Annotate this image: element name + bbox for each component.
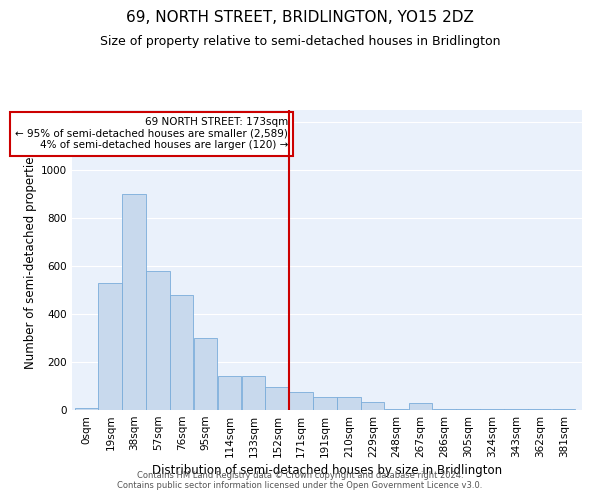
Text: Contains HM Land Registry data © Crown copyright and database right 2024.
Contai: Contains HM Land Registry data © Crown c… <box>118 470 482 490</box>
Bar <box>146 271 170 410</box>
Bar <box>265 387 289 410</box>
Bar <box>122 194 146 410</box>
Bar <box>170 295 193 410</box>
Bar <box>528 409 551 410</box>
Bar <box>242 376 265 410</box>
Bar <box>74 408 98 410</box>
Bar <box>504 409 527 410</box>
Text: 69, NORTH STREET, BRIDLINGTON, YO15 2DZ: 69, NORTH STREET, BRIDLINGTON, YO15 2DZ <box>126 10 474 25</box>
Text: Size of property relative to semi-detached houses in Bridlington: Size of property relative to semi-detach… <box>100 35 500 48</box>
Bar <box>194 338 217 410</box>
Y-axis label: Number of semi-detached properties: Number of semi-detached properties <box>24 150 37 370</box>
Bar <box>480 409 504 410</box>
Bar <box>98 283 122 410</box>
Bar <box>313 397 337 410</box>
Bar <box>361 402 385 410</box>
Bar <box>385 409 408 410</box>
Text: 69 NORTH STREET: 173sqm
← 95% of semi-detached houses are smaller (2,589)
4% of : 69 NORTH STREET: 173sqm ← 95% of semi-de… <box>15 117 288 150</box>
Bar <box>289 392 313 410</box>
Bar <box>433 409 456 410</box>
Bar <box>552 409 575 410</box>
Bar <box>409 403 432 410</box>
Bar <box>218 376 241 410</box>
Bar <box>337 397 361 410</box>
Bar <box>457 409 480 410</box>
X-axis label: Distribution of semi-detached houses by size in Bridlington: Distribution of semi-detached houses by … <box>152 464 502 477</box>
